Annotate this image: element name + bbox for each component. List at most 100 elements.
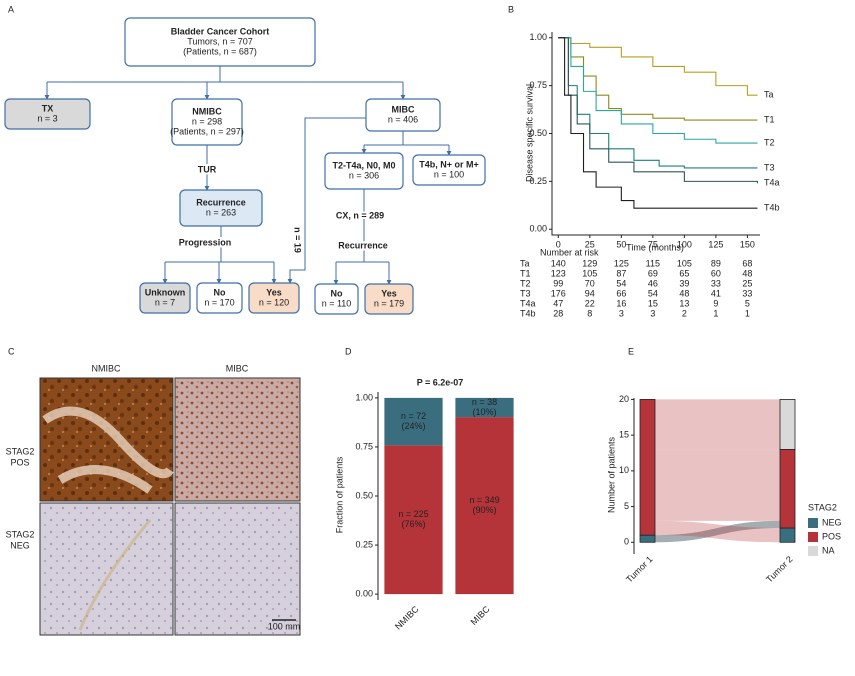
flow-node-text: n = 263 <box>206 207 236 217</box>
legend-label: NEG <box>822 517 842 527</box>
value-label: (10%) <box>472 407 496 417</box>
flow-label: TUR <box>198 164 217 174</box>
risk-count: 46 <box>648 278 658 288</box>
legend-swatch <box>808 546 818 556</box>
risk-count: 89 <box>711 258 721 268</box>
risk-count: 3 <box>619 308 624 318</box>
flow <box>655 449 780 521</box>
series-label: T2 <box>764 137 775 147</box>
flow-node-text: T4b, N+ or M+ <box>419 159 479 169</box>
x-tick-label: 125 <box>708 239 723 249</box>
flow-node-text: n = 7 <box>155 297 175 307</box>
flow <box>655 399 780 450</box>
risk-row-label: T3 <box>520 288 531 298</box>
flow-node <box>171 98 243 146</box>
risk-count: 69 <box>648 268 658 278</box>
stratum <box>779 399 796 450</box>
flow-node-text: Yes <box>266 287 282 297</box>
risk-count: 54 <box>648 288 658 298</box>
series-label: T1 <box>764 114 775 124</box>
flow-node-text: Recurrence <box>196 197 246 207</box>
risk-count: 105 <box>677 258 692 268</box>
flow-label: CX, n = 289 <box>336 210 384 220</box>
risk-count: 125 <box>614 258 629 268</box>
risk-count: 87 <box>616 268 626 278</box>
risk-count: 28 <box>553 308 563 318</box>
y-tick-label: 10 <box>619 465 629 475</box>
risk-count: 25 <box>742 278 752 288</box>
x-tick-label: 0 <box>556 239 561 249</box>
panel-letter: E <box>628 346 634 356</box>
legend-swatch <box>808 532 818 542</box>
flow-node-text: n = 120 <box>259 297 289 307</box>
panel-letter: C <box>8 346 15 356</box>
y-tick-label: 0.00 <box>529 224 547 234</box>
y-tick-label: 0.00 <box>355 588 373 598</box>
x-tick-label: 150 <box>740 239 755 249</box>
connector <box>47 66 403 83</box>
column-label: NMIBC <box>92 363 122 373</box>
x-tick-label: 100 <box>677 239 692 249</box>
micrograph <box>174 377 301 502</box>
y-tick-label: 0.25 <box>355 539 373 549</box>
flow-node-text: n = 306 <box>349 170 379 180</box>
risk-count: 47 <box>553 298 563 308</box>
row-label: POS <box>10 457 29 467</box>
y-tick-label: 20 <box>619 394 629 404</box>
risk-count: 66 <box>616 288 626 298</box>
flow <box>655 520 780 543</box>
value-label: (24%) <box>401 421 425 431</box>
survival-curve <box>558 37 758 96</box>
panel-letter: B <box>508 4 514 14</box>
risk-count: 105 <box>582 268 597 278</box>
series-label: T4a <box>764 178 780 188</box>
y-tick-label: 0.75 <box>529 80 547 90</box>
stratum <box>779 449 796 529</box>
flow-node-text: T2-T4a, N0, M0 <box>332 160 395 170</box>
flow-node-text: Yes <box>381 288 397 298</box>
flow-node-text: (Patients, n = 297) <box>170 126 244 136</box>
legend-title: STAG2 <box>808 502 837 512</box>
risk-row-label: T1 <box>520 268 531 278</box>
value-label: (76%) <box>401 519 425 529</box>
risk-count: 39 <box>679 278 689 288</box>
value-label: (90%) <box>472 505 496 515</box>
risk-row-label: T4b <box>520 308 536 318</box>
flow-node <box>124 17 316 67</box>
flow-node-text: n = 179 <box>374 298 404 308</box>
connector <box>336 189 389 263</box>
flow-label: Progression <box>179 237 232 247</box>
series-label: T4b <box>764 203 780 213</box>
risk-count: 176 <box>551 288 566 298</box>
column-label: MIBC <box>226 363 249 373</box>
x-tick-label: Tumor 1 <box>624 554 655 585</box>
risk-count: 94 <box>585 288 595 298</box>
scale-bar-label: 100 mm <box>268 621 301 631</box>
row-label: NEG <box>10 540 30 550</box>
risk-count: 60 <box>711 268 721 278</box>
stratum <box>779 527 796 543</box>
chart-title: P = 6.2e-07 <box>417 377 464 387</box>
risk-count: 48 <box>679 288 689 298</box>
tissue-streak <box>42 406 174 494</box>
row-label: STAG2 <box>6 529 35 539</box>
flow-node-text: Unknown <box>145 287 186 297</box>
flow-node-text: (Patients, n = 687) <box>183 46 257 56</box>
connector <box>287 117 366 284</box>
micrograph <box>174 502 301 636</box>
flow-node <box>365 98 441 132</box>
risk-count: 70 <box>585 278 595 288</box>
risk-count: 16 <box>616 298 626 308</box>
y-axis-label: Disease specific survival <box>524 84 534 182</box>
flow-node-text: n = 100 <box>434 169 464 179</box>
risk-count: 99 <box>553 278 563 288</box>
survival-curve <box>558 37 758 121</box>
x-tick-label: Tumor 2 <box>764 554 795 585</box>
x-tick-label: NMIBC <box>393 604 421 632</box>
flow-node <box>179 189 263 227</box>
x-axis-label: Time (months) <box>626 242 684 252</box>
flow-node-text: n = 3 <box>37 113 57 123</box>
risk-title: Number at risk <box>540 247 599 257</box>
